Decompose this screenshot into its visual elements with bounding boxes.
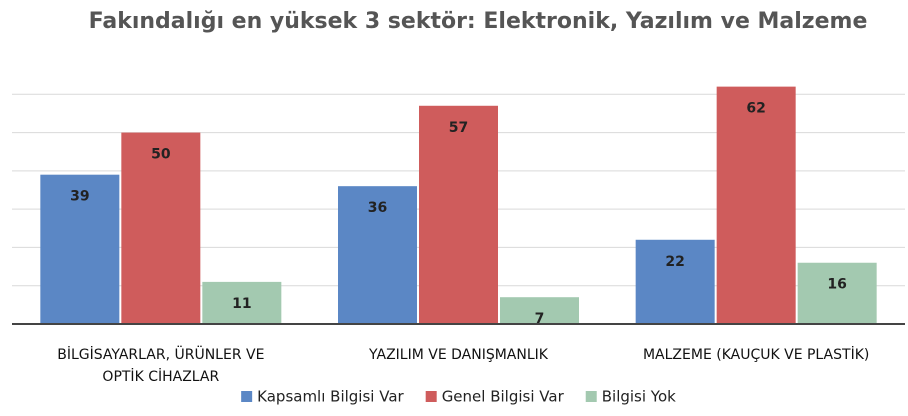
data-label: 57 <box>449 120 468 136</box>
legend-label: Genel Bilgisi Var <box>442 388 565 406</box>
bar <box>40 174 120 324</box>
legend-swatch <box>425 391 437 402</box>
legend: Kapsamlı Bilgisi Var Genel Bilgisi Var Bil… <box>241 388 676 406</box>
x-tick-label: MALZEME (KAUÇUK VE PLASTİK) <box>643 345 869 363</box>
legend-swatch <box>585 391 597 402</box>
legend-swatch <box>241 391 253 402</box>
data-label: 7 <box>535 311 545 327</box>
bar <box>797 262 877 324</box>
bar <box>500 297 579 324</box>
data-label: 39 <box>70 189 89 205</box>
bar <box>121 132 201 324</box>
x-tick-label: YAZILIM VE DANIŞMANLIK <box>368 347 549 363</box>
data-label: 22 <box>665 254 684 270</box>
bar <box>419 105 498 325</box>
chart-title: Fakındalığı en yüksek 3 sektör: Elektron… <box>89 9 868 34</box>
x-tick-label: BİLGİSAYARLAR, ÜRÜNLER VE OPTİK CİHAZLAR <box>57 345 264 385</box>
data-label: 62 <box>746 101 765 117</box>
bar <box>338 186 417 324</box>
bar <box>635 239 715 324</box>
bar <box>202 281 282 324</box>
legend-label: Bilgisi Yok <box>602 388 676 406</box>
data-label: 16 <box>827 277 846 293</box>
data-label: 50 <box>151 147 171 163</box>
data-label: 36 <box>368 200 387 216</box>
legend-label: Kapsamlı Bilgisi Var <box>257 388 404 406</box>
bar <box>716 86 796 324</box>
data-label: 11 <box>232 296 251 312</box>
